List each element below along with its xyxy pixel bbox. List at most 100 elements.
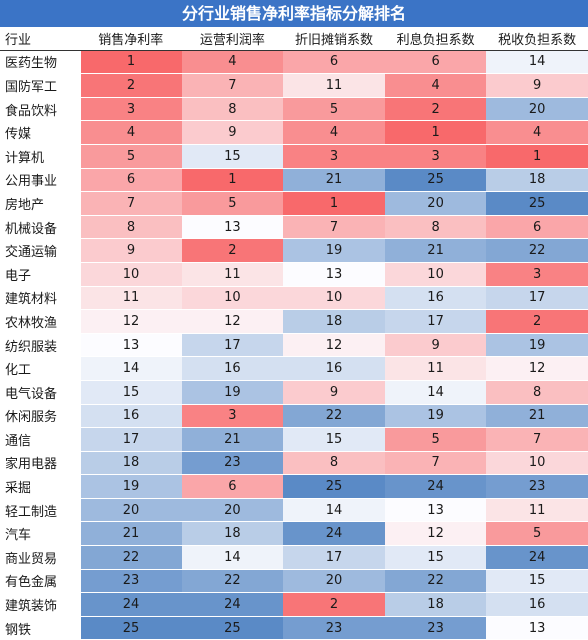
cell-net-margin: 23 [80,569,182,594]
table-row: 电气设备 15 19 9 14 8 [0,380,588,405]
industry-name: 纺织服装 [0,333,81,358]
cell-depreciation-coef: 19 [283,238,385,263]
cell-interest-burden: 22 [384,569,487,594]
cell-net-margin: 3 [80,97,182,122]
cell-depreciation-coef: 10 [283,286,385,311]
cell-tax-burden: 23 [486,474,588,499]
cell-depreciation-coef: 16 [283,356,385,381]
industry-name: 房地产 [0,191,81,216]
cell-depreciation-coef: 7 [283,215,385,240]
industry-name: 交通运输 [0,238,81,263]
cell-operating-margin: 18 [181,521,284,547]
cell-tax-burden: 6 [486,215,588,240]
industry-name: 传媒 [0,120,81,145]
cell-tax-burden: 13 [486,616,588,640]
cell-operating-margin: 24 [181,592,284,617]
cell-tax-burden: 2 [486,309,588,334]
cell-operating-margin: 17 [181,333,284,358]
cell-depreciation-coef: 13 [283,262,385,287]
cell-operating-margin: 15 [181,144,284,169]
table-row: 钢铁 25 25 23 23 13 [0,616,588,640]
cell-tax-burden: 20 [486,97,588,122]
cell-depreciation-coef: 1 [283,191,385,216]
cell-net-margin: 5 [80,144,182,169]
cell-net-margin: 22 [80,545,182,570]
cell-interest-burden: 7 [384,451,487,476]
cell-depreciation-coef: 11 [283,73,385,98]
cell-net-margin: 10 [80,262,182,287]
cell-interest-burden: 17 [384,309,487,334]
industry-name: 电气设备 [0,380,81,405]
table-row: 食品饮料 3 8 5 2 20 [0,97,588,122]
cell-operating-margin: 20 [181,498,284,523]
cell-net-margin: 9 [80,238,182,263]
cell-tax-burden: 17 [486,286,588,311]
industry-name: 休闲服务 [0,404,81,429]
cell-tax-burden: 3 [486,262,588,287]
cell-interest-burden: 25 [384,168,487,193]
industry-name: 建筑装饰 [0,592,81,617]
cell-operating-margin: 16 [181,356,284,381]
table-row: 房地产 7 5 1 20 25 [0,191,588,216]
cell-operating-margin: 21 [181,427,284,452]
table-row: 纺织服装 13 17 12 9 19 [0,333,588,358]
cell-depreciation-coef: 5 [283,97,385,122]
industry-name: 化工 [0,356,81,381]
cell-tax-burden: 25 [486,191,588,216]
industry-name: 计算机 [0,144,81,169]
cell-operating-margin: 2 [181,238,284,263]
cell-operating-margin: 1 [181,168,284,193]
cell-tax-burden: 10 [486,451,588,476]
table-row: 商业贸易 22 14 17 15 24 [0,545,588,570]
cell-depreciation-coef: 20 [283,569,385,594]
cell-interest-burden: 6 [384,50,487,75]
industry-name: 国防军工 [0,73,81,98]
cell-operating-margin: 3 [181,404,284,429]
cell-depreciation-coef: 3 [283,144,385,169]
table-row: 有色金属 23 22 20 22 15 [0,569,588,594]
cell-depreciation-coef: 12 [283,333,385,358]
cell-net-margin: 25 [80,616,182,640]
table-row: 医药生物 1 4 6 6 14 [0,50,588,75]
cell-interest-burden: 1 [384,120,487,145]
ranking-table: 行业 销售净利率 运营利润率 折旧摊销系数 利息负担系数 税收负担系数 医药生物… [0,27,588,640]
cell-interest-burden: 21 [384,238,487,263]
cell-operating-margin: 14 [181,545,284,570]
cell-net-margin: 15 [80,380,182,405]
cell-interest-burden: 14 [384,380,487,405]
cell-net-margin: 21 [80,521,182,547]
cell-depreciation-coef: 2 [283,592,385,617]
cell-net-margin: 14 [80,356,182,381]
cell-interest-burden: 8 [384,215,487,240]
cell-tax-burden: 24 [486,545,588,570]
cell-depreciation-coef: 8 [283,451,385,476]
cell-interest-burden: 11 [384,356,487,381]
cell-interest-burden: 20 [384,191,487,216]
table-row: 建筑材料 11 10 10 16 17 [0,286,588,311]
industry-name: 建筑材料 [0,286,81,311]
cell-operating-margin: 22 [181,569,284,594]
cell-operating-margin: 19 [181,380,284,405]
cell-net-margin: 6 [80,168,182,193]
cell-operating-margin: 9 [181,120,284,145]
cell-operating-margin: 25 [181,616,284,640]
cell-operating-margin: 10 [181,286,284,311]
cell-tax-burden: 9 [486,73,588,98]
cell-tax-burden: 19 [486,333,588,358]
cell-depreciation-coef: 23 [283,616,385,640]
cell-tax-burden: 22 [486,238,588,263]
table-title: 分行业销售净利率指标分解排名 [0,0,588,27]
table-row: 化工 14 16 16 11 12 [0,356,588,381]
industry-name: 钢铁 [0,616,81,640]
industry-name: 电子 [0,262,81,287]
industry-name: 轻工制造 [0,498,81,523]
cell-depreciation-coef: 21 [283,168,385,193]
cell-tax-burden: 1 [486,144,588,169]
column-header-interest-burden: 利息负担系数 [384,27,487,51]
cell-depreciation-coef: 18 [283,309,385,334]
cell-tax-burden: 12 [486,356,588,381]
cell-interest-burden: 23 [384,616,487,640]
cell-net-margin: 1 [80,50,182,75]
cell-tax-burden: 8 [486,380,588,405]
